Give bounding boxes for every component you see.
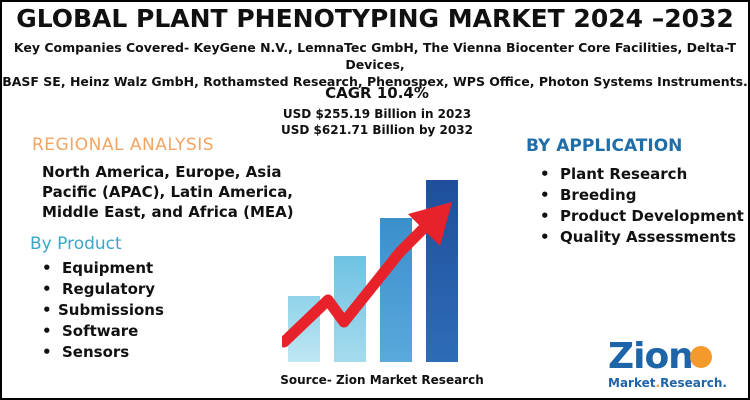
by-product-heading: By Product: [30, 234, 122, 254]
application-item-breeding: Breeding: [538, 185, 748, 206]
companies-line-1: Key Companies Covered- KeyGene N.V., Lem…: [13, 40, 737, 72]
trend-arrow-line: [282, 224, 428, 348]
logo-globe-icon: [690, 346, 712, 368]
logo-sub-left: Market: [608, 376, 656, 390]
product-item-equipment: Equipment: [40, 258, 240, 279]
application-list: Plant Research Breeding Product Developm…: [538, 164, 748, 248]
product-item-regulatory: Regulatory: [40, 279, 240, 300]
by-application-heading: BY APPLICATION: [526, 136, 683, 156]
cagr-value: CAGR 10.4%: [325, 84, 429, 102]
application-item-quality-assessments: Quality Assessments: [538, 227, 748, 248]
key-companies: Key Companies Covered- KeyGene N.V., Lem…: [2, 39, 748, 90]
regional-analysis-heading: REGIONAL ANALYSIS: [32, 135, 215, 155]
logo-subtitle: Market.Research.: [608, 376, 727, 390]
logo-wordmark: Zion: [608, 336, 694, 377]
product-item-sensors: Sensors: [40, 342, 240, 363]
zion-logo: Zion Market.Research.: [608, 336, 727, 396]
page-title: GLOBAL PLANT PHENOTYPING MARKET 2024 –20…: [16, 4, 734, 33]
trend-arrow-head: [408, 202, 452, 246]
regional-analysis-text: North America, Europe, Asia Pacific (APA…: [42, 163, 294, 221]
product-list: Equipment Regulatory Submissions Softwar…: [40, 258, 240, 363]
product-item-software: Software: [40, 321, 240, 342]
logo-sub-right: Research.: [660, 376, 727, 390]
application-item-product-development: Product Development: [538, 206, 748, 227]
logo-sub-dot: .: [655, 376, 661, 390]
product-item-submissions: Submissions: [40, 300, 240, 321]
source-credit: Source- Zion Market Research: [280, 373, 484, 387]
usd-2023: USD $255.19 Billion in 2023: [282, 107, 472, 121]
companies-line-2: BASF SE, Heinz Walz GmbH, Rothamsted Res…: [2, 74, 748, 89]
usd-2032: USD $621.71 Billion by 2032: [281, 123, 473, 137]
application-item-plant-research: Plant Research: [538, 164, 748, 185]
growth-chart-illustration: [282, 180, 458, 362]
